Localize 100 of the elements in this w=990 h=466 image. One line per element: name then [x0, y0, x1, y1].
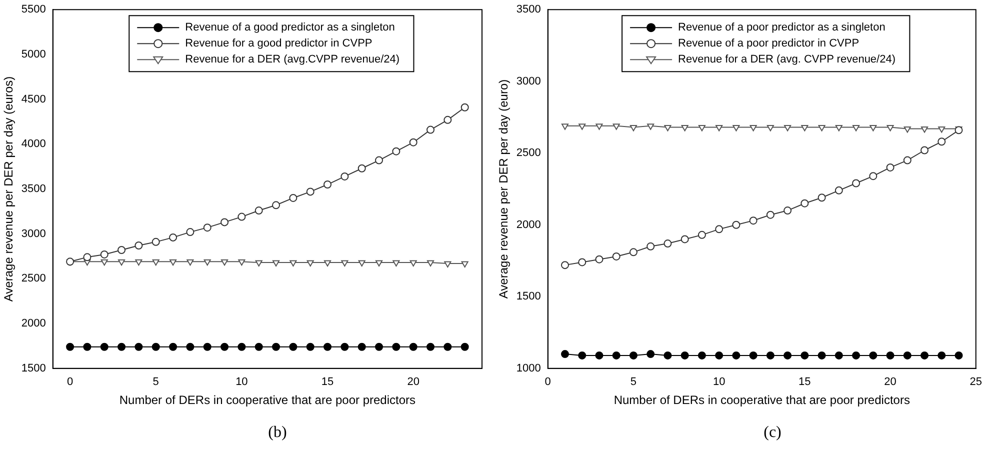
point — [886, 351, 894, 360]
point — [698, 230, 706, 239]
point — [612, 252, 620, 260]
point — [254, 342, 263, 351]
point — [630, 125, 638, 132]
point — [272, 260, 280, 267]
point — [886, 125, 894, 132]
point — [903, 351, 912, 360]
point — [750, 125, 757, 132]
point — [561, 124, 569, 130]
point — [238, 342, 246, 351]
point — [238, 259, 246, 266]
point — [375, 342, 384, 351]
point — [358, 164, 366, 172]
point — [118, 342, 126, 351]
point — [100, 250, 108, 258]
point — [324, 260, 332, 267]
point — [612, 124, 620, 130]
point — [612, 351, 620, 360]
point — [818, 194, 826, 202]
point — [460, 103, 469, 112]
point — [716, 125, 723, 132]
point — [715, 351, 724, 360]
y-tick-label: 4500 — [21, 93, 46, 106]
point — [169, 342, 178, 351]
point — [272, 201, 280, 210]
point — [186, 342, 194, 351]
point — [629, 351, 638, 360]
point — [732, 125, 740, 132]
point — [444, 116, 452, 124]
point — [255, 260, 262, 267]
point — [306, 342, 314, 351]
point — [152, 259, 160, 266]
point — [664, 351, 672, 360]
legend-label: Revenue for a DER (avg.CVPP revenue/24) — [185, 54, 400, 66]
y-tick-label: 1000 — [516, 362, 541, 374]
x-tick-label: 10 — [712, 376, 726, 388]
point — [375, 156, 384, 164]
point — [409, 138, 418, 146]
point — [409, 342, 418, 351]
point — [680, 351, 689, 360]
point — [834, 351, 843, 360]
y-tick-label: 2500 — [516, 147, 541, 160]
legend-label: Revenue for a good predictor in CVPP — [185, 38, 372, 50]
point — [152, 238, 160, 246]
point — [444, 261, 452, 268]
point — [203, 224, 212, 232]
x-axis-title: Number of DERs in cooperative that are poor predictors — [614, 393, 910, 408]
point — [920, 351, 929, 360]
x-tick-label: 25 — [970, 376, 982, 388]
x-tick-label: 5 — [630, 376, 637, 388]
x-tick-label: 5 — [152, 376, 159, 388]
y-tick-label: 3500 — [516, 4, 541, 16]
point — [920, 126, 928, 133]
point — [938, 138, 946, 146]
point — [681, 125, 688, 132]
point — [834, 186, 843, 194]
point — [560, 261, 569, 270]
point — [358, 260, 366, 267]
legend-label: Revenue of a poor predictor as a singleton — [678, 22, 886, 34]
point — [306, 188, 314, 196]
x-axis-title: Number of DERs in cooperative that are poor predictors — [119, 393, 416, 408]
x-tick-label: 10 — [236, 376, 248, 388]
point — [100, 259, 108, 266]
point — [852, 179, 860, 188]
point — [375, 260, 383, 267]
point — [444, 342, 452, 351]
x-tick-label: 20 — [407, 376, 420, 388]
point — [784, 125, 792, 132]
point — [186, 228, 194, 236]
point — [698, 351, 706, 360]
point — [289, 194, 298, 202]
point — [324, 342, 332, 351]
point — [66, 342, 74, 351]
y-tick-label: 2500 — [21, 272, 46, 285]
y-tick-label: 5000 — [21, 48, 46, 60]
point — [732, 351, 740, 360]
point — [134, 242, 143, 250]
y-tick-label: 2000 — [21, 318, 46, 330]
point — [392, 342, 400, 351]
point — [272, 342, 280, 351]
point — [220, 342, 229, 351]
text: (c) — [762, 424, 782, 442]
y-tick-label: 4000 — [21, 138, 46, 150]
point — [680, 235, 689, 244]
point — [647, 124, 654, 130]
y-tick-label: 3000 — [21, 228, 46, 240]
y-tick-label: 3000 — [516, 75, 541, 88]
point — [289, 342, 298, 351]
point — [426, 126, 435, 134]
point — [152, 342, 160, 351]
point — [870, 125, 877, 132]
point — [203, 342, 212, 351]
point — [801, 125, 808, 132]
point — [852, 125, 860, 132]
point — [784, 351, 792, 360]
point — [340, 172, 349, 180]
point — [715, 225, 724, 234]
point — [954, 351, 963, 360]
point — [749, 216, 758, 225]
